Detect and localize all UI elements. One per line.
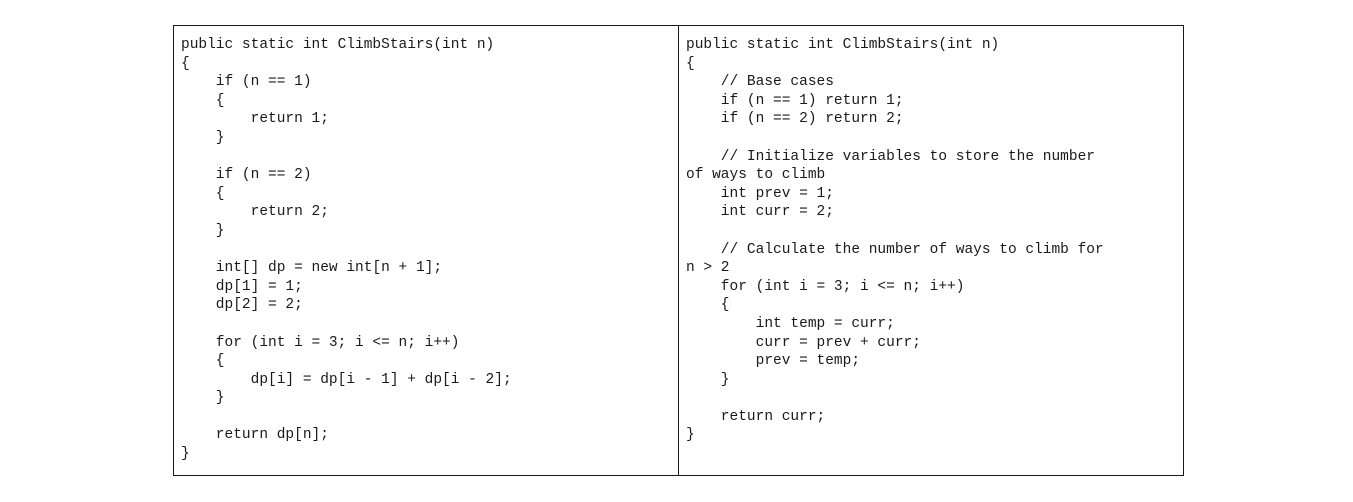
code-line: } [686, 427, 695, 444]
code-line: } [181, 390, 225, 407]
code-line: int[] dp = new int[n + 1]; [181, 260, 443, 277]
code-line: int curr = 2; [686, 204, 834, 221]
code-line: if (n == 2) return 2; [686, 111, 904, 128]
code-line: prev = temp; [686, 353, 861, 370]
right-code-cell: public static int ClimbStairs(int n) { /… [679, 26, 1183, 475]
code-line: return 2; [181, 204, 329, 221]
code-line: for (int i = 3; i <= n; i++) [686, 278, 965, 295]
code-line: if (n == 1) return 1; [686, 92, 904, 109]
code-line: if (n == 2) [181, 167, 312, 184]
code-line [181, 148, 678, 167]
code-line: // Calculate the number of ways to climb… [686, 241, 1104, 258]
code-line: dp[2] = 2; [181, 297, 303, 314]
code-line [181, 408, 678, 427]
code-line: } [181, 446, 190, 463]
code-line [181, 241, 678, 260]
code-line: int prev = 1; [686, 185, 834, 202]
code-line: return curr; [686, 408, 826, 425]
left-code-cell: public static int ClimbStairs(int n) { i… [174, 26, 679, 475]
code-line: n > 2 [686, 260, 730, 277]
code-line: public static int ClimbStairs(int n) [181, 37, 495, 53]
code-line: } [686, 371, 730, 388]
code-line: { [181, 185, 225, 202]
code-line [686, 389, 1183, 408]
code-line: } [181, 222, 225, 239]
code-line: { [686, 55, 695, 72]
code-line: public static int ClimbStairs(int n) [686, 37, 1000, 53]
code-line: of ways to climb [686, 167, 826, 184]
code-line: { [181, 353, 225, 370]
code-line: // Base cases [686, 74, 834, 91]
code-line: curr = prev + curr; [686, 334, 921, 351]
code-line: { [181, 55, 190, 72]
code-line [686, 129, 1183, 148]
code-line: dp[1] = 1; [181, 278, 303, 295]
code-line: dp[i] = dp[i - 1] + dp[i - 2]; [181, 371, 512, 388]
code-line [686, 222, 1183, 241]
code-line: return 1; [181, 111, 329, 128]
code-line: return dp[n]; [181, 427, 329, 444]
code-line [181, 315, 678, 334]
code-line: { [686, 297, 730, 314]
code-line: for (int i = 3; i <= n; i++) [181, 334, 460, 351]
code-line: int temp = curr; [686, 315, 895, 332]
code-comparison-table: public static int ClimbStairs(int n) { i… [173, 25, 1184, 476]
code-line: } [181, 129, 225, 146]
code-line: if (n == 1) [181, 74, 312, 91]
code-line: { [181, 92, 225, 109]
code-line: // Initialize variables to store the num… [686, 148, 1095, 165]
